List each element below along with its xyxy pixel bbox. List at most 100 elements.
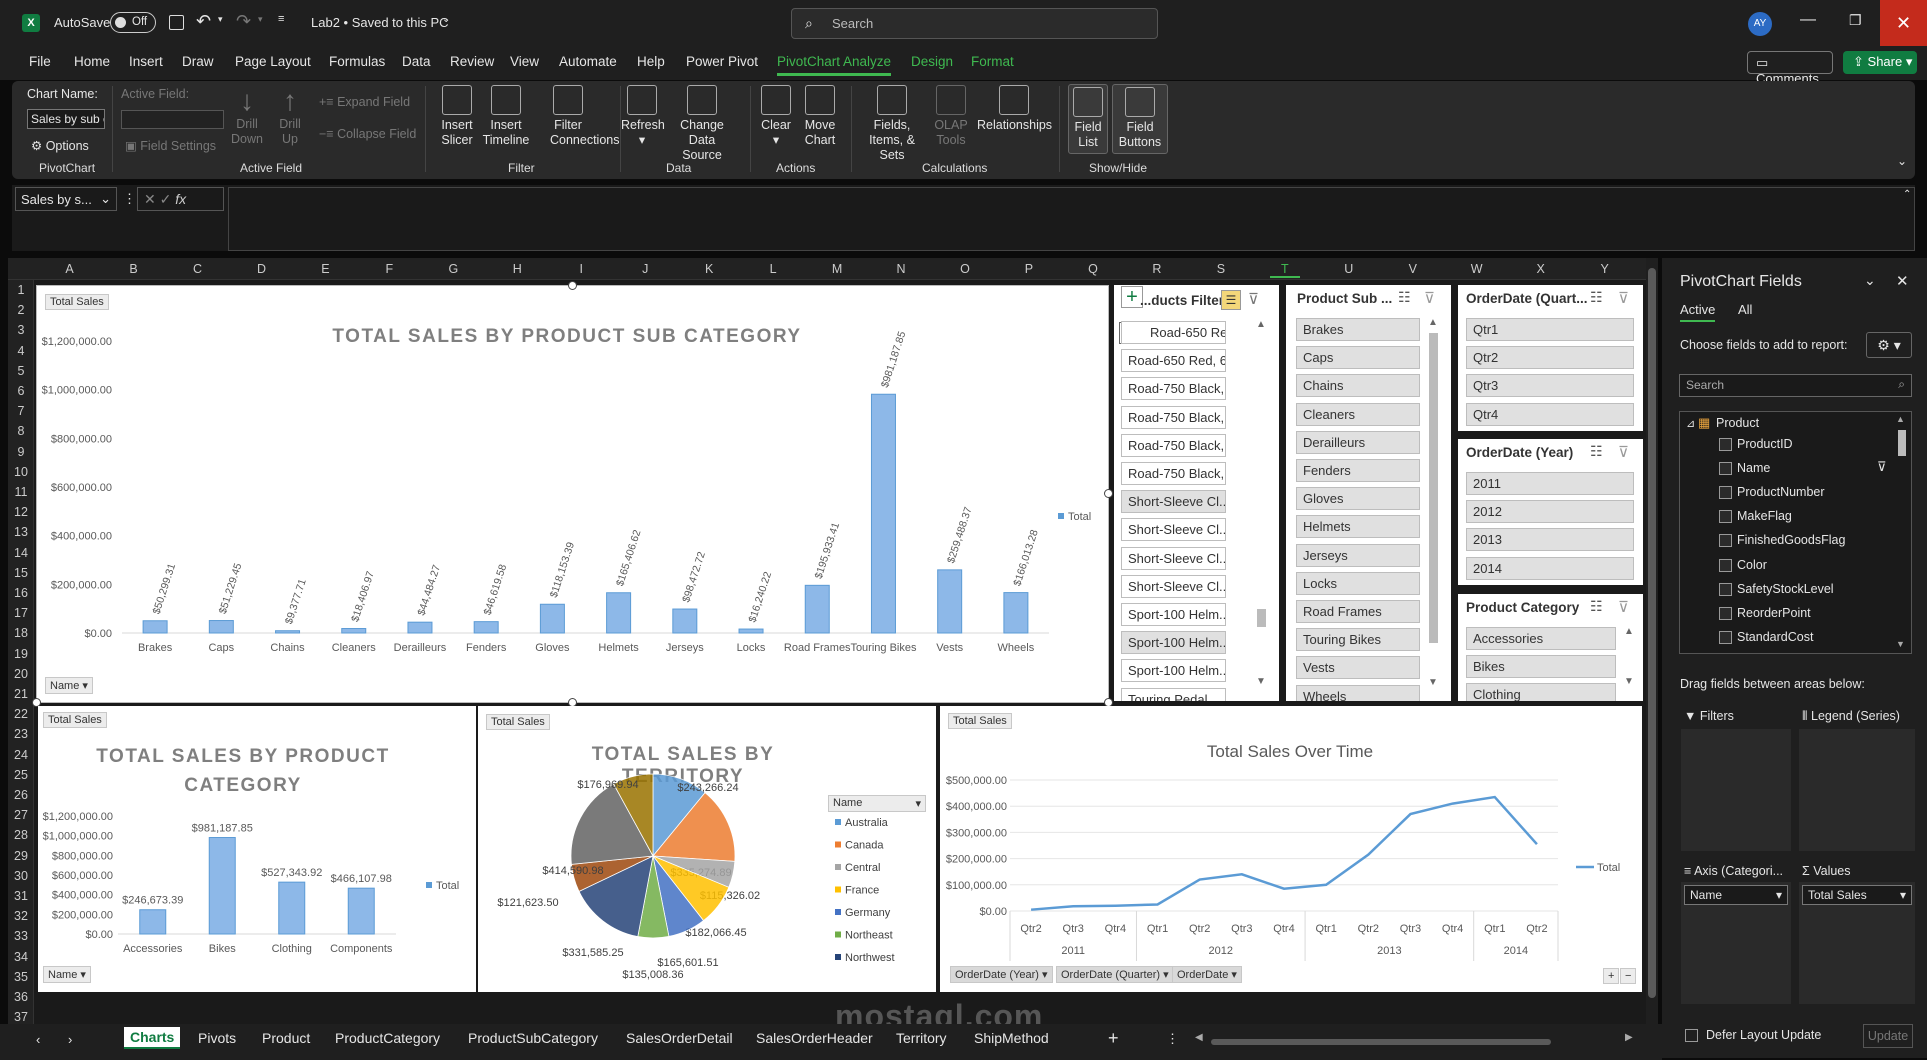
field-checkbox[interactable] [1719, 486, 1732, 500]
bar[interactable] [672, 608, 698, 634]
tab-format[interactable]: Format [971, 54, 1014, 69]
slicer-scrollbar[interactable]: ▲ ▼ [1624, 626, 1634, 687]
slicer-item[interactable]: Sport-100 Helm... [1121, 631, 1226, 655]
bar[interactable] [347, 887, 375, 935]
pane-tab-active[interactable]: Active [1680, 302, 1716, 322]
column-header[interactable]: P [1024, 262, 1034, 276]
fields-items-sets-button[interactable]: Fields, Items, & Sets [856, 85, 928, 163]
move-chart-button[interactable]: Move Chart [801, 85, 839, 148]
tab-draw[interactable]: Draw [182, 54, 214, 69]
slicer-item[interactable]: Locks [1296, 571, 1420, 595]
clear-filter-icon[interactable]: ⊽ [1618, 444, 1629, 461]
field-name[interactable]: MakeFlag [1737, 509, 1792, 524]
tab-insert[interactable]: Insert [129, 54, 163, 69]
field-list-button[interactable]: Field List [1068, 84, 1108, 154]
row-header[interactable]: 16 [14, 586, 28, 600]
row-header[interactable]: 15 [14, 565, 28, 580]
cancel-icon[interactable]: ✕ [144, 191, 156, 207]
field-name[interactable]: ProductNumber [1737, 485, 1825, 500]
row-header[interactable]: 12 [14, 505, 28, 520]
row-header[interactable]: 35 [14, 969, 28, 984]
column-header[interactable]: U [1344, 262, 1354, 276]
slicer-item[interactable]: Short-Sleeve Cl... [1121, 518, 1226, 542]
row-header[interactable]: 1 [17, 283, 25, 297]
expand-field-icon[interactable]: + [1603, 968, 1620, 984]
bar[interactable] [341, 628, 367, 634]
multi-select-icon[interactable]: ☷ [1398, 289, 1411, 305]
sheet-tab[interactable]: ShipMethod [974, 1030, 1049, 1046]
slicer-item[interactable]: Brakes [1296, 318, 1420, 341]
multi-select-icon[interactable]: ☰ [1221, 290, 1241, 310]
column-header[interactable]: I [579, 262, 583, 276]
clear-filter-icon[interactable]: ⊽ [1618, 599, 1629, 616]
formula-input[interactable] [228, 187, 1915, 251]
refresh-button[interactable]: Refresh ▾ [621, 85, 665, 148]
sheet-tab[interactable]: SalesOrderDetail [626, 1030, 733, 1046]
column-header[interactable]: Q [1088, 262, 1098, 276]
chart-sales-over-time[interactable]: Total Sales Total Sales Over Time $0.00 $… [940, 706, 1642, 992]
field-tag-total-sales[interactable]: Total Sales [486, 714, 550, 730]
file-name[interactable]: Lab2 • Saved to this PC [311, 15, 449, 30]
slicer-item[interactable]: Bikes [1466, 655, 1616, 679]
sheet-tab[interactable]: Charts [124, 1027, 181, 1049]
clear-filter-icon[interactable]: ⊽ [1618, 290, 1629, 307]
legend-field-button-name[interactable]: Name ▾ [828, 795, 926, 812]
sheet-tab[interactable]: ProductCategory [335, 1030, 441, 1046]
slicer-item[interactable]: Derailleurs [1296, 430, 1420, 454]
slicer-item[interactable]: Short-Sleeve Cl... [1121, 490, 1226, 514]
bar[interactable] [407, 621, 433, 634]
expand-field-button[interactable]: +≡ Expand Field [319, 95, 411, 109]
field-name[interactable]: ProductID [1737, 437, 1793, 451]
selection-handle[interactable] [32, 698, 41, 707]
slicer-item[interactable]: Qtr2 [1466, 346, 1634, 370]
column-header[interactable]: L [769, 262, 777, 276]
drill-up-button[interactable]: ↑ Drill Up [275, 85, 305, 147]
sheet-tab[interactable]: ProductSubCategory [468, 1030, 598, 1046]
change-data-source-button[interactable]: Change Data Source [668, 85, 736, 163]
collapse-table-icon[interactable]: ⊿ [1686, 418, 1696, 430]
field-list-scrollbar[interactable]: ▲ ▼ [1896, 414, 1906, 649]
slicer-item[interactable]: Road-750 Black, ... [1121, 405, 1226, 429]
avatar[interactable]: AY [1748, 12, 1772, 36]
slicer-product-category[interactable]: Product Category ☷ ⊽ Accessories Bikes Clo… [1458, 594, 1643, 701]
multi-select-icon[interactable]: ☷ [1590, 443, 1603, 459]
redo-dropdown-icon[interactable]: ▾ [258, 14, 263, 24]
axis-field-button-name[interactable]: Name ▾ [45, 677, 93, 694]
slicer-item[interactable]: Qtr1 [1466, 318, 1634, 341]
row-header[interactable]: 29 [14, 848, 28, 863]
selection-handle[interactable] [1104, 489, 1113, 498]
slicer-product-subcategory[interactable]: Product Sub ... ☷ ⊽ Brakes Caps Chains Clea… [1286, 285, 1451, 701]
axis-field-button-name[interactable]: Name ▾ [43, 966, 91, 983]
values-item-total-sales[interactable]: Total Sales ▾ [1802, 885, 1912, 905]
field-checkbox[interactable] [1719, 606, 1732, 620]
bar[interactable] [208, 837, 236, 935]
slicer-item[interactable]: Road-650 Red, 60 [1121, 321, 1226, 344]
row-header[interactable]: 28 [14, 828, 28, 843]
update-button[interactable]: Update [1863, 1024, 1913, 1048]
bar[interactable] [870, 393, 896, 634]
column-header[interactable]: S [1216, 262, 1226, 276]
horizontal-scrollbar[interactable]: ◀ ▶ [1195, 1032, 1633, 1045]
olap-tools-button[interactable]: OLAP Tools [933, 85, 969, 148]
clear-filter-icon[interactable]: ⊽ [1248, 291, 1259, 308]
axis-button-orderdate[interactable]: OrderDate ▾ [1172, 966, 1242, 983]
field-checkbox[interactable] [1719, 630, 1732, 644]
column-header[interactable]: O [960, 262, 970, 276]
column-header[interactable]: N [896, 262, 906, 276]
slicer-item[interactable]: Road-750 Black, ... [1121, 462, 1226, 485]
tab-view[interactable]: View [510, 54, 540, 69]
tab-page-layout[interactable]: Page Layout [235, 54, 311, 69]
pie-slice[interactable] [578, 855, 654, 938]
active-field-input[interactable] [121, 110, 224, 129]
slicer-item[interactable]: Helmets [1296, 515, 1420, 539]
row-header[interactable]: 18 [14, 626, 28, 641]
field-tag-total-sales[interactable]: Total Sales [948, 713, 1012, 729]
column-header[interactable]: C [192, 262, 203, 276]
row-header[interactable]: 24 [14, 747, 28, 762]
bar[interactable] [208, 620, 234, 634]
tab-power-pivot[interactable]: Power Pivot [686, 54, 759, 69]
row-header[interactable]: 22 [14, 707, 28, 722]
column-header[interactable]: M [831, 262, 843, 276]
field-name[interactable]: Color [1737, 557, 1767, 572]
chart-sales-by-category[interactable]: Total Sales TOTAL SALES BY PRODUCT CATEG… [38, 706, 476, 992]
